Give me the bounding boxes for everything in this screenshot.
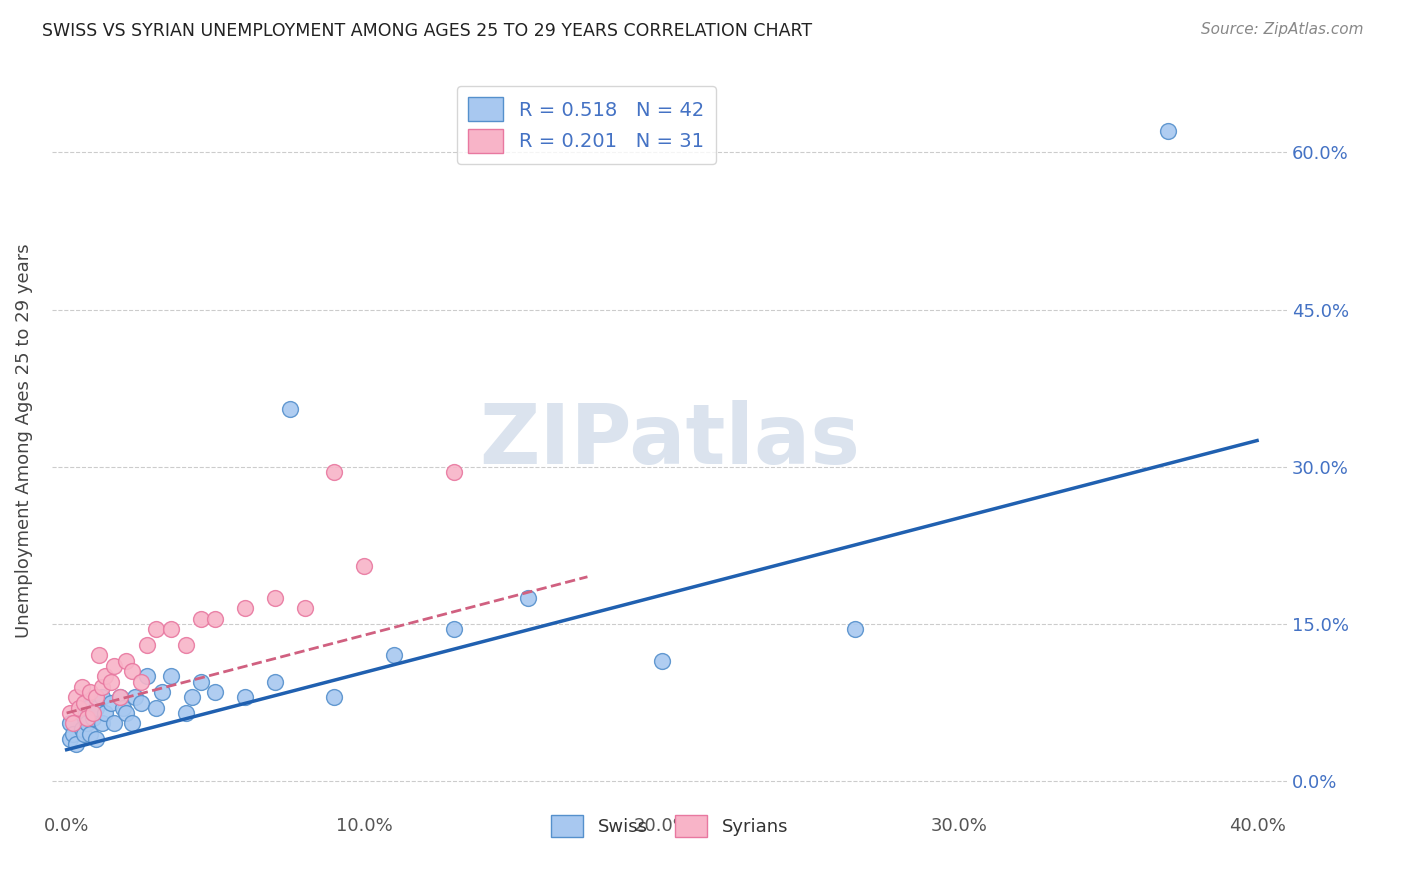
Point bbox=[76, 700, 98, 714]
Point bbox=[159, 669, 181, 683]
Point bbox=[121, 664, 143, 678]
Point bbox=[124, 690, 146, 705]
Point bbox=[86, 700, 108, 714]
Point bbox=[100, 674, 122, 689]
Point bbox=[190, 612, 212, 626]
Point bbox=[180, 690, 202, 705]
Point bbox=[91, 690, 114, 705]
Point bbox=[103, 716, 125, 731]
Point bbox=[59, 716, 82, 731]
Point bbox=[278, 402, 301, 417]
Point bbox=[115, 706, 138, 720]
Point bbox=[62, 727, 84, 741]
Point bbox=[70, 722, 93, 736]
Point bbox=[67, 700, 90, 714]
Point bbox=[73, 727, 96, 741]
Point bbox=[1157, 124, 1180, 138]
Point bbox=[86, 690, 108, 705]
Text: ZIPatlas: ZIPatlas bbox=[479, 400, 860, 481]
Point bbox=[323, 690, 346, 705]
Point bbox=[323, 465, 346, 479]
Point bbox=[174, 706, 197, 720]
Point bbox=[73, 696, 96, 710]
Point bbox=[76, 711, 98, 725]
Legend: Swiss, Syrians: Swiss, Syrians bbox=[543, 808, 796, 845]
Point bbox=[159, 622, 181, 636]
Point bbox=[150, 685, 173, 699]
Point bbox=[82, 711, 104, 725]
Point bbox=[79, 685, 101, 699]
Point bbox=[91, 716, 114, 731]
Point bbox=[145, 622, 167, 636]
Point bbox=[59, 732, 82, 747]
Point bbox=[443, 622, 465, 636]
Point bbox=[129, 696, 152, 710]
Point bbox=[76, 716, 98, 731]
Point bbox=[129, 674, 152, 689]
Point bbox=[443, 465, 465, 479]
Point bbox=[70, 706, 93, 720]
Point bbox=[108, 690, 131, 705]
Point bbox=[844, 622, 866, 636]
Point bbox=[136, 638, 159, 652]
Point bbox=[89, 648, 111, 663]
Point bbox=[94, 669, 117, 683]
Point bbox=[204, 685, 226, 699]
Text: Source: ZipAtlas.com: Source: ZipAtlas.com bbox=[1201, 22, 1364, 37]
Point bbox=[136, 669, 159, 683]
Point bbox=[233, 690, 256, 705]
Point bbox=[62, 716, 84, 731]
Point bbox=[100, 696, 122, 710]
Point bbox=[112, 700, 135, 714]
Point bbox=[82, 706, 104, 720]
Point bbox=[204, 612, 226, 626]
Point bbox=[294, 601, 316, 615]
Point bbox=[382, 648, 405, 663]
Point bbox=[94, 706, 117, 720]
Point bbox=[70, 680, 93, 694]
Point bbox=[264, 674, 287, 689]
Point bbox=[65, 738, 87, 752]
Point bbox=[108, 690, 131, 705]
Point bbox=[86, 732, 108, 747]
Point bbox=[121, 716, 143, 731]
Point bbox=[91, 680, 114, 694]
Point bbox=[174, 638, 197, 652]
Point bbox=[516, 591, 538, 605]
Point bbox=[103, 658, 125, 673]
Point bbox=[115, 654, 138, 668]
Point bbox=[353, 559, 375, 574]
Point bbox=[190, 674, 212, 689]
Point bbox=[233, 601, 256, 615]
Point bbox=[65, 690, 87, 705]
Point bbox=[651, 654, 673, 668]
Y-axis label: Unemployment Among Ages 25 to 29 years: Unemployment Among Ages 25 to 29 years bbox=[15, 244, 32, 638]
Point bbox=[145, 700, 167, 714]
Point bbox=[59, 706, 82, 720]
Point bbox=[79, 727, 101, 741]
Text: SWISS VS SYRIAN UNEMPLOYMENT AMONG AGES 25 TO 29 YEARS CORRELATION CHART: SWISS VS SYRIAN UNEMPLOYMENT AMONG AGES … bbox=[42, 22, 813, 40]
Point bbox=[264, 591, 287, 605]
